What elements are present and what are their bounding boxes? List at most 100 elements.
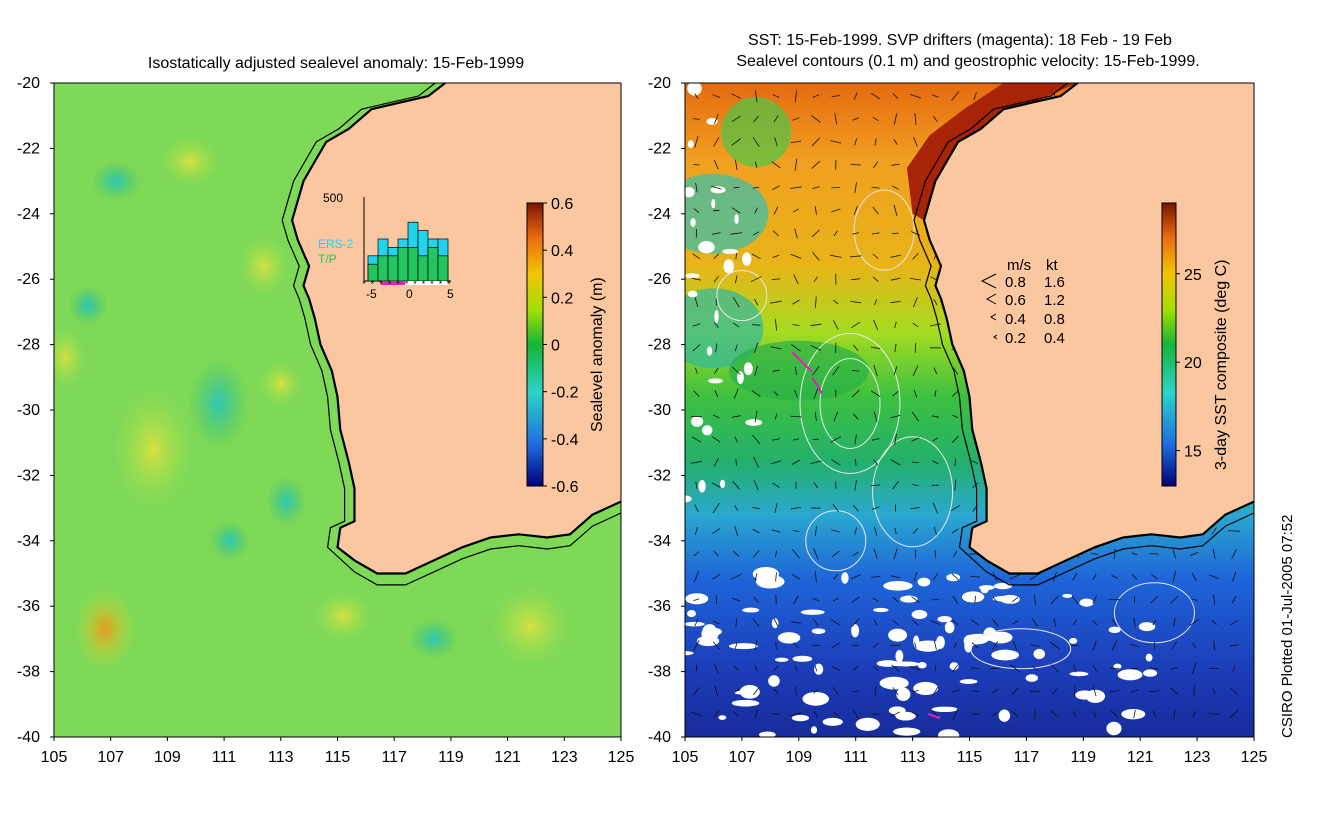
cloud-gap xyxy=(1143,669,1157,676)
cloud-gap xyxy=(744,362,753,375)
lon-tick-label: 123 xyxy=(551,749,578,766)
inset-magenta-window xyxy=(381,281,405,285)
cloud-gap xyxy=(895,650,903,663)
inset-day-marker: * xyxy=(379,279,383,289)
anomaly-blob xyxy=(490,586,570,666)
lat-tick-label: -36 xyxy=(648,598,671,615)
colorbar-tick-label: -0.6 xyxy=(551,479,579,496)
cloud-gap xyxy=(708,378,723,383)
lon-tick-label: 105 xyxy=(41,749,68,766)
cloud-gap xyxy=(745,419,762,426)
cloud-gap xyxy=(1139,622,1156,631)
velocity-vector xyxy=(1154,642,1155,650)
velocity-vector xyxy=(832,187,841,188)
cloud-gap xyxy=(1109,627,1121,633)
cloud-gap xyxy=(702,425,712,435)
inset-legend-tp: T/P xyxy=(318,252,337,266)
inset-bar-tp xyxy=(408,247,418,281)
cloud-gap xyxy=(742,608,759,613)
velocity-vector xyxy=(752,325,761,326)
colorbar-tick-label: 0.6 xyxy=(551,196,573,213)
cloud-gap xyxy=(688,140,694,148)
anomaly-blob xyxy=(160,136,220,186)
lat-tick-label: -36 xyxy=(17,598,40,615)
cloud-gap xyxy=(690,218,695,227)
lon-tick-label: 117 xyxy=(1014,749,1040,766)
colorbar-tick-label: 0.4 xyxy=(551,243,573,260)
cloud-gap xyxy=(994,583,1012,589)
anomaly-blob xyxy=(239,236,289,296)
velocity-vector xyxy=(935,665,936,671)
inset-day-marker: * xyxy=(430,279,434,289)
anomaly-blob xyxy=(91,161,141,201)
lon-tick-label: 107 xyxy=(729,749,756,766)
lat-tick-label: -32 xyxy=(17,467,40,484)
lon-tick-label: 119 xyxy=(1071,749,1097,766)
anomaly-blob xyxy=(266,477,306,527)
inset-x-tick-1: -5 xyxy=(366,287,377,301)
cloud-gap xyxy=(1118,669,1143,680)
cloud-gap xyxy=(888,629,907,642)
inset-x-tick-2: 0 xyxy=(406,287,413,301)
velocity-row-3-ms: 0.4 xyxy=(1005,311,1026,328)
anomaly-blob xyxy=(75,589,135,669)
velocity-row-1-ms: 0.8 xyxy=(1005,274,1026,291)
cloud-gap xyxy=(1069,672,1088,677)
colorbar-tick-label: -0.4 xyxy=(551,432,579,449)
right-lat-axis: -20-22-24-26-28-30-32-34-36-38-40 xyxy=(648,75,685,746)
cloud-gap xyxy=(893,728,920,736)
velocity-row-2-kt: 1.2 xyxy=(1044,292,1065,309)
velocity-legend-kt-header: kt xyxy=(1046,257,1059,274)
cloud-gap xyxy=(873,608,888,612)
velocity-row-4-ms: 0.2 xyxy=(1005,330,1026,347)
inset-day-marker: * xyxy=(388,279,392,289)
cloud-gap xyxy=(938,729,959,741)
lon-tick-label: 119 xyxy=(438,749,464,766)
cloud-gap xyxy=(814,664,823,675)
cloud-gap xyxy=(1069,638,1077,644)
inset-day-marker: * xyxy=(413,279,417,289)
cloud-gap xyxy=(999,710,1011,722)
cloud-gap xyxy=(841,572,848,583)
inset-y-tick: 500 xyxy=(323,191,343,205)
cloud-gap xyxy=(892,661,920,666)
velocity-vector xyxy=(696,665,697,672)
lat-tick-label: -20 xyxy=(648,75,671,92)
velocity-vector xyxy=(932,599,940,600)
velocity-vector xyxy=(776,595,777,604)
lon-tick-label: 109 xyxy=(154,749,181,766)
cloud-gap xyxy=(812,628,826,634)
footer-credit: CSIRO Plotted 01-Jul-2005 07:52 xyxy=(1279,515,1296,738)
lon-tick-label: 113 xyxy=(900,749,926,766)
lat-tick-label: -20 xyxy=(17,75,40,92)
cloud-gap xyxy=(685,593,708,604)
anomaly-blob xyxy=(313,591,373,641)
lat-tick-label: -22 xyxy=(17,140,40,157)
cloud-gap xyxy=(793,656,813,662)
cloud-gap xyxy=(896,688,910,701)
cloud-gap xyxy=(880,677,909,690)
left-lat-axis: -20-22-24-26-28-30-32-34-36-38-40 xyxy=(17,75,54,746)
velocity-row-3-kt: 0.8 xyxy=(1044,311,1065,328)
lat-tick-label: -26 xyxy=(648,271,671,288)
cloud-gap xyxy=(698,241,715,253)
cloud-gap xyxy=(801,610,825,615)
anomaly-blob xyxy=(409,619,459,659)
lon-tick-label: 107 xyxy=(97,749,124,766)
right-colorbar-bar xyxy=(1162,203,1176,486)
left-colorbar-bar xyxy=(527,203,543,486)
inset-legend-ers2: ERS-2 xyxy=(318,237,354,251)
lat-tick-label: -24 xyxy=(17,206,40,223)
anomaly-blob xyxy=(113,389,193,509)
cloud-gap xyxy=(687,610,696,617)
anomaly-blob xyxy=(210,521,250,561)
cloud-gap xyxy=(981,586,989,593)
inset-day-marker: * xyxy=(439,279,443,289)
cloud-gap xyxy=(823,718,843,726)
cloud-gap xyxy=(778,632,800,643)
lat-tick-label: -40 xyxy=(648,729,671,746)
inset-day-marker: * xyxy=(396,279,400,289)
cloud-gap xyxy=(914,640,941,651)
velocity-row-4-kt: 0.4 xyxy=(1044,330,1065,347)
